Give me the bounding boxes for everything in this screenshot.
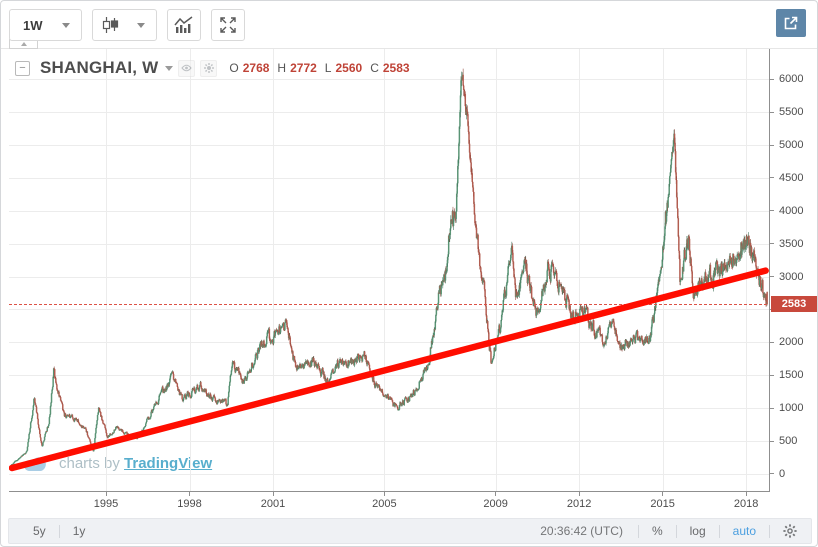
- divider: [58, 524, 60, 538]
- time-tick-label: 1998: [177, 498, 202, 510]
- price-tick: [770, 243, 774, 245]
- time-tick-label: 2001: [260, 498, 286, 510]
- interval-dropdown-button[interactable]: [53, 10, 81, 40]
- range-1y-button[interactable]: 1y: [72, 524, 86, 538]
- chart-footer: 5y 1y 20:36:42 (UTC) % log auto: [8, 518, 812, 544]
- auto-scale-button[interactable]: auto: [732, 524, 756, 538]
- time-tick: [272, 492, 274, 496]
- chart-style-selector[interactable]: [91, 9, 157, 41]
- price-tick-label: 3500: [779, 237, 804, 250]
- price-tick: [770, 341, 774, 343]
- external-link-icon: [784, 16, 798, 30]
- last-price-label: 2583: [771, 296, 817, 312]
- clock: 20:36:42 (UTC): [540, 524, 623, 538]
- settings-button[interactable]: [773, 524, 799, 538]
- hide-series-button[interactable]: [178, 59, 196, 77]
- price-tick: [770, 374, 774, 376]
- indicators-button[interactable]: [166, 9, 201, 41]
- high-value: 2772: [290, 61, 317, 75]
- price-tick-label: 5500: [779, 106, 804, 119]
- low-label: L: [324, 61, 332, 75]
- price-tick-label: 500: [779, 435, 798, 447]
- time-tick-label: 1995: [93, 498, 119, 510]
- chevron-down-icon[interactable]: [165, 65, 174, 71]
- price-tick: [770, 473, 774, 475]
- time-tick-label: 2005: [372, 498, 397, 510]
- price-tick-label: 6000: [779, 73, 804, 86]
- eye-icon: [181, 64, 193, 72]
- fullscreen-icon: [219, 17, 236, 33]
- price-tick: [770, 144, 774, 146]
- style-dropdown-button[interactable]: [128, 10, 156, 40]
- close-value: 2583: [382, 61, 410, 75]
- price-tick: [770, 440, 774, 442]
- price-tick-label: 4500: [779, 171, 804, 184]
- price-tick-label: 3000: [779, 270, 804, 283]
- divider: [718, 524, 720, 538]
- price-tick-label: 1500: [779, 369, 804, 382]
- price-tick-label: 0: [779, 467, 786, 480]
- percent-scale-button[interactable]: %: [651, 524, 663, 538]
- price-tick: [770, 276, 774, 278]
- divider: [769, 524, 770, 538]
- price-tick: [770, 78, 774, 80]
- interval-selector[interactable]: 1W: [9, 9, 82, 41]
- time-axis[interactable]: 1995 1998 2001 2005 2009 2012 2015 2018: [9, 491, 769, 514]
- interval-label[interactable]: 1W: [23, 17, 43, 33]
- price-tick-label: 1000: [779, 402, 804, 415]
- chart-plot-area: charts by TradingView − SHANGHAI, W O 27…: [9, 49, 769, 491]
- gear-icon: [203, 63, 214, 73]
- price-tick-label: 2000: [779, 336, 804, 349]
- time-tick: [383, 492, 385, 496]
- divider: [675, 524, 677, 538]
- legend-collapse-icon[interactable]: −: [15, 60, 30, 76]
- price-tick: [770, 210, 774, 212]
- time-tick: [495, 492, 497, 496]
- divider: [637, 524, 639, 538]
- low-value: 2560: [335, 61, 363, 75]
- chart-toolbar: 1W: [9, 9, 245, 41]
- series-settings-button[interactable]: [200, 59, 218, 77]
- symbol-title: SHANGHAI, W: [40, 58, 159, 77]
- time-tick-label: 2015: [650, 498, 675, 510]
- time-tick: [745, 492, 747, 496]
- open-label: O: [229, 61, 239, 75]
- time-tick-label: 2012: [566, 498, 592, 510]
- close-label: C: [370, 61, 379, 75]
- time-tick: [105, 492, 107, 496]
- toolbar-separator: [1, 48, 817, 49]
- range-buttons: 5y 1y: [9, 519, 95, 543]
- chevron-up-icon: [20, 42, 27, 46]
- fullscreen-button[interactable]: [210, 9, 245, 41]
- range-5y-button[interactable]: 5y: [33, 524, 46, 538]
- candlestick-icon[interactable]: [93, 10, 128, 40]
- chevron-down-icon: [61, 22, 70, 28]
- gear-icon: [783, 524, 797, 538]
- candlestick-chart-canvas[interactable]: [9, 49, 769, 491]
- log-scale-button[interactable]: log: [689, 524, 706, 538]
- price-tick: [770, 111, 774, 113]
- time-tick-label: 2009: [483, 498, 508, 510]
- time-tick: [189, 492, 191, 496]
- symbol-legend: − SHANGHAI, W O 2768 H 2772 L 2560 C: [15, 58, 410, 78]
- time-tick: [578, 492, 580, 496]
- ohlc-readout: O 2768 H 2772 L 2560 C 2583: [229, 61, 409, 75]
- open-value: 2768: [242, 61, 270, 75]
- footer-right-controls: 20:36:42 (UTC) % log auto: [528, 519, 811, 543]
- open-in-tradingview-button[interactable]: [776, 9, 806, 37]
- price-tick-label: 5000: [779, 139, 804, 152]
- chevron-down-icon: [136, 22, 145, 28]
- price-tick: [770, 407, 774, 409]
- price-tick: [770, 177, 774, 179]
- time-tick-label: 2018: [733, 498, 759, 510]
- price-tick-label: 4000: [779, 204, 804, 217]
- indicators-icon: [173, 16, 192, 33]
- time-tick: [662, 492, 664, 496]
- high-label: H: [277, 61, 287, 75]
- price-axis[interactable]: 2583 05001000150020002500300035004000450…: [769, 49, 817, 492]
